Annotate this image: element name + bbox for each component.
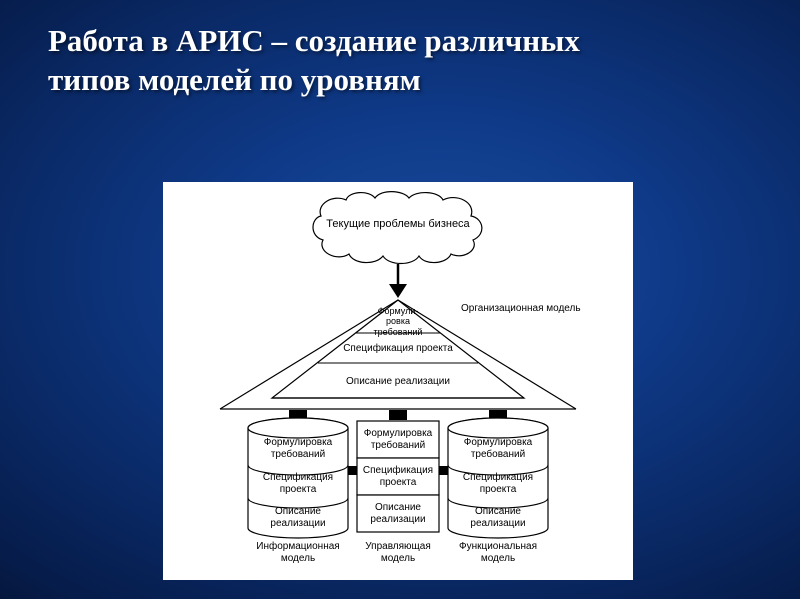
- col1-cell2: Описание реализации: [357, 502, 439, 525]
- pyramid-level-0: Формули- ровка требований: [365, 306, 431, 337]
- col0-cell0: Формулировка требований: [251, 437, 345, 460]
- col1-caption: Управляющая модель: [353, 541, 443, 564]
- col0-cell2: Описание реализации: [251, 506, 345, 529]
- col0-cell1: Спецификация проекта: [251, 472, 345, 495]
- col2-cell0: Формулировка требований: [451, 437, 545, 460]
- col1-cell0: Формулировка требований: [357, 428, 439, 451]
- slide: Работа в АРИС – создание различных типов…: [0, 0, 800, 599]
- pyramid-level-2: Описание реализации: [333, 376, 463, 388]
- cloud-label: Текущие проблемы бизнеса: [321, 218, 475, 231]
- col2-caption: Функциональная модель: [443, 541, 553, 564]
- col1-cell1: Спецификация проекта: [357, 465, 439, 488]
- col2-cell1: Спецификация проекта: [451, 472, 545, 495]
- col2-cell2: Описание реализации: [451, 506, 545, 529]
- diagram-frame: Текущие проблемы бизнеса Организационная…: [163, 182, 633, 580]
- pyramid-side-label: Организационная модель: [461, 303, 581, 315]
- arrow-down-icon: [389, 264, 407, 298]
- slide-title: Работа в АРИС – создание различных типов…: [48, 22, 658, 100]
- col0-caption: Информационная модель: [241, 541, 355, 564]
- aris-diagram: Текущие проблемы бизнеса Организационная…: [171, 188, 625, 574]
- pyramid-level-1: Спецификация проекта: [333, 343, 463, 355]
